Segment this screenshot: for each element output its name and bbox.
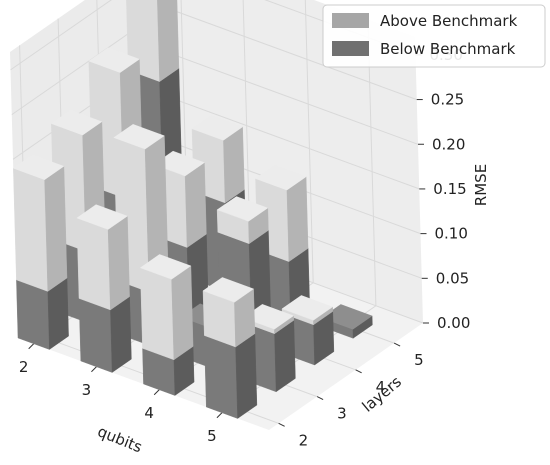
bar-below-q5-l2-front — [204, 335, 238, 419]
bar-above-q3-l2 — [76, 204, 130, 311]
x-tick-label: 2 — [19, 358, 29, 376]
bar-above-q4-l5-side — [286, 176, 309, 262]
bar-below-q3-l2-front — [78, 298, 113, 373]
bar-above-q3-l3-top — [113, 124, 165, 150]
z-tick-label: 0.20 — [432, 135, 465, 153]
bar-above-q2-l3-top — [50, 109, 103, 136]
bar-above-q3-l4-side — [184, 162, 207, 248]
y-tick-label: 4 — [376, 378, 386, 396]
y-tick-mark — [278, 422, 285, 427]
bar-above-q3-l2-front — [76, 217, 111, 311]
x-axis-title: qubits — [95, 422, 145, 456]
bar-above-q5-l4-top — [281, 295, 334, 321]
z-tick-label: 0.05 — [436, 269, 469, 287]
bar-above-q4-l2-front — [140, 267, 175, 361]
bar-above-q3-l4-top — [153, 150, 205, 177]
tick-marks — [28, 54, 429, 427]
z-axis-title: RMSE — [472, 164, 490, 206]
bar-below-q2-l2 — [15, 266, 69, 350]
x-tick-label: 5 — [207, 427, 217, 445]
bar-above-q4-l4-top — [216, 196, 269, 222]
bar-above-q4-l5-top — [255, 165, 307, 191]
bar-above-q2-l2-top — [12, 154, 65, 180]
bar-below-q3-l2-side — [110, 296, 132, 373]
bar-above-q4-l2 — [139, 254, 194, 361]
bar-above-q3-l2-side — [107, 215, 130, 311]
bar-above-q5-l2-top — [202, 277, 255, 303]
z-tick-label: 0.25 — [431, 91, 464, 109]
y-tick-mark — [393, 342, 401, 347]
legend-label-above: Above Benchmark — [380, 12, 518, 30]
y-tick-label: 2 — [299, 431, 309, 449]
z-tick-label: 0.10 — [435, 225, 468, 243]
bar-above-q2-l2 — [12, 154, 68, 292]
bar-below-q5-l5-top — [321, 304, 373, 330]
z-tick-label: 0.15 — [433, 180, 466, 198]
x-tick-mark — [91, 366, 97, 373]
x-tick-label: 4 — [144, 404, 154, 422]
bar-above-q2-l2-front — [13, 167, 49, 292]
bar-above-q4-l2-side — [171, 265, 194, 361]
bar-above-q3-l5-top — [191, 115, 244, 141]
legend-swatch-above — [332, 13, 369, 28]
z-tick-label: 0.00 — [437, 314, 470, 332]
bar-below-q5-l2-side — [235, 333, 258, 419]
bar-above-q3-l2-top — [76, 204, 128, 230]
y-tick-mark — [316, 396, 324, 401]
legend-frame — [322, 4, 546, 68]
bar-above-q2-l2-side — [44, 165, 68, 292]
legend: Above Benchmark Below Benchmark — [322, 4, 546, 68]
bar-above-q5-l3-top — [242, 304, 295, 330]
bars-group — [12, 0, 373, 419]
bar-above-q4-l4 — [216, 196, 269, 245]
legend-label-below: Below Benchmark — [380, 40, 516, 58]
legend-swatch-below — [332, 41, 369, 56]
x-tick-label: 3 — [82, 381, 92, 399]
y-tick-label: 5 — [414, 351, 424, 369]
y-tick-label: 3 — [337, 405, 347, 423]
x-tick-mark — [153, 389, 160, 396]
x-tick-mark — [28, 343, 35, 350]
bar-above-q2-l4-top — [88, 47, 140, 73]
bar-above-q4-l2-top — [139, 254, 192, 280]
y-tick-mark — [355, 369, 362, 374]
bar-above-q5-l2 — [202, 277, 256, 348]
x-tick-mark — [216, 412, 223, 419]
bar-above-q2-l5-side — [157, 0, 180, 82]
bar-above-q5-l4 — [281, 295, 334, 326]
